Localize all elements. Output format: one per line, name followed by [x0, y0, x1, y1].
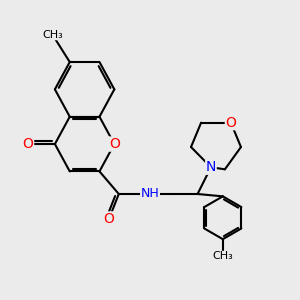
Text: NH: NH — [141, 188, 159, 200]
Text: CH₃: CH₃ — [212, 251, 233, 261]
Text: O: O — [23, 137, 34, 151]
Text: N: N — [206, 160, 216, 174]
Text: O: O — [103, 212, 114, 226]
Text: O: O — [109, 137, 120, 151]
Text: O: O — [225, 116, 236, 130]
Text: CH₃: CH₃ — [42, 30, 63, 40]
